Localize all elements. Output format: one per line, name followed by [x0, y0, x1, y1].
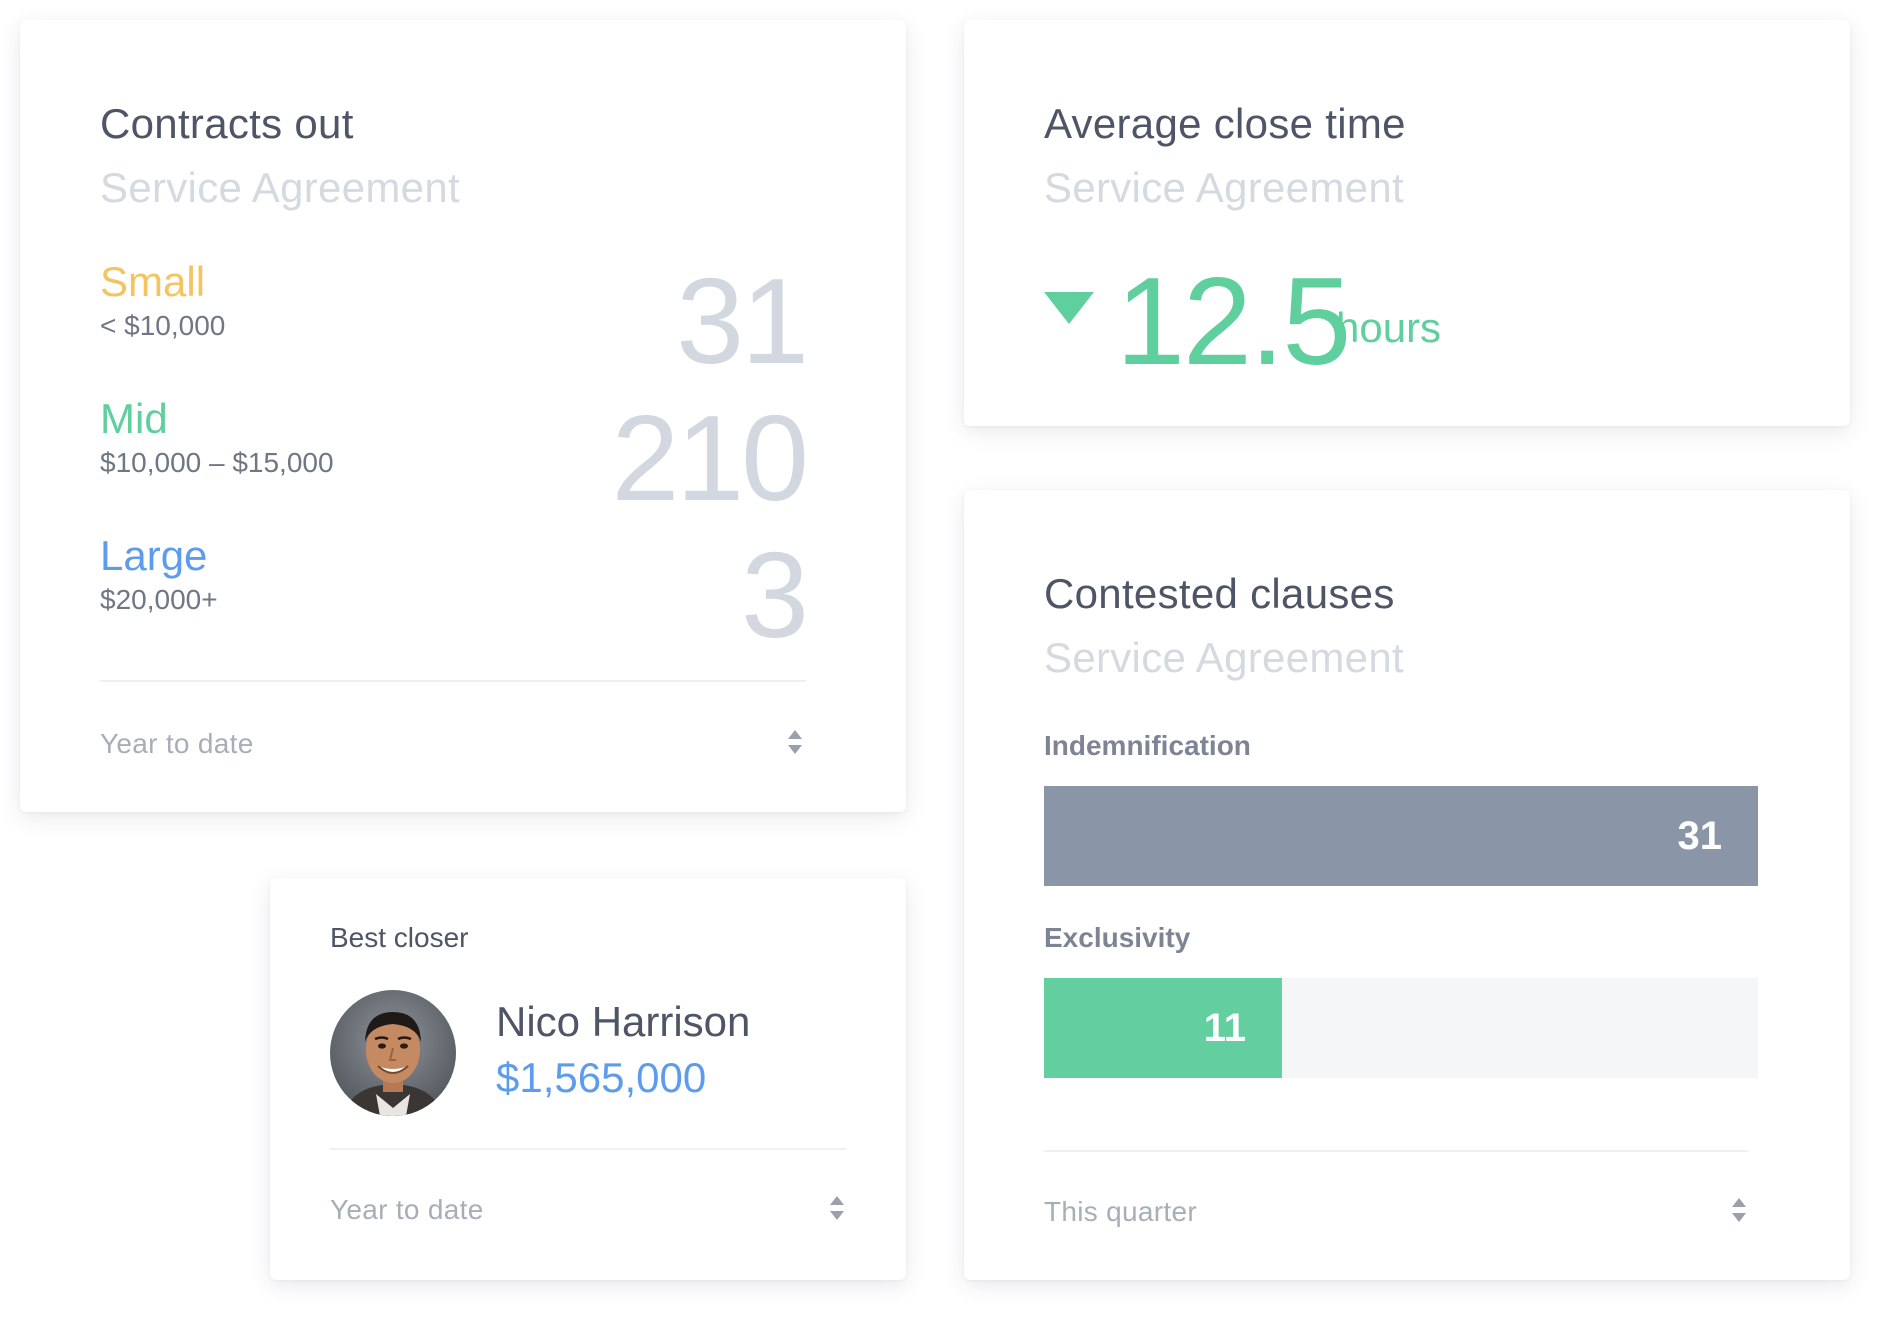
contracts-out-card: Contracts out Service Agreement Small < … — [20, 20, 906, 812]
trend-down-icon — [1044, 292, 1094, 326]
clause-bar-track-indemnification: 31 — [1044, 786, 1758, 886]
clause-bar-track-exclusivity: 11 — [1044, 978, 1758, 1078]
card-subtitle: Service Agreement — [100, 164, 460, 211]
close-time-unit: hours — [1336, 304, 1442, 351]
tier-count-large: 3 — [741, 527, 809, 663]
card-subtitle: Service Agreement — [1044, 164, 1404, 211]
card-title: Best closer — [330, 922, 469, 953]
avatar — [330, 990, 456, 1116]
tier-count-small: 31 — [676, 253, 809, 389]
contested-clauses-card: Contested clauses Service Agreement Inde… — [964, 490, 1850, 1280]
divider — [100, 680, 806, 682]
tier-name-large: Large — [100, 532, 208, 579]
clause-label-indemnification: Indemnification — [1044, 730, 1251, 761]
period-selector-label[interactable]: This quarter — [1044, 1196, 1197, 1227]
divider — [330, 1148, 846, 1150]
clause-bar-exclusivity — [1044, 978, 1282, 1078]
closer-name: Nico Harrison — [496, 998, 751, 1045]
card-title: Contracts out — [100, 100, 354, 147]
divider — [1044, 1150, 1748, 1152]
clause-count-indemnification: 31 — [1677, 814, 1723, 858]
clause-label-exclusivity: Exclusivity — [1044, 922, 1191, 953]
tier-range-large: $20,000+ — [100, 584, 218, 615]
card-title: Average close time — [1044, 100, 1406, 147]
period-selector-label[interactable]: Year to date — [330, 1194, 484, 1225]
sort-arrows-icon[interactable] — [1730, 1196, 1748, 1224]
tier-range-mid: $10,000 – $15,000 — [100, 447, 334, 478]
sort-arrows-icon[interactable] — [828, 1194, 846, 1222]
closer-amount: $1,565,000 — [496, 1054, 707, 1101]
clause-count-exclusivity: 11 — [1203, 1006, 1246, 1050]
best-closer-card: Best closer Nico Harrison $1,565, — [270, 878, 906, 1280]
tier-name-small: Small — [100, 258, 206, 305]
period-selector-label[interactable]: Year to date — [100, 728, 254, 759]
tier-count-mid: 210 — [611, 390, 809, 526]
clause-bar-indemnification — [1044, 786, 1758, 886]
card-title: Contested clauses — [1044, 570, 1395, 617]
card-subtitle: Service Agreement — [1044, 634, 1404, 681]
sort-arrows-icon[interactable] — [786, 728, 804, 756]
average-close-time-card: Average close time Service Agreement 12.… — [964, 20, 1850, 426]
close-time-value: 12.5 — [1116, 253, 1351, 391]
tier-name-mid: Mid — [100, 395, 168, 442]
tier-range-small: < $10,000 — [100, 310, 226, 341]
